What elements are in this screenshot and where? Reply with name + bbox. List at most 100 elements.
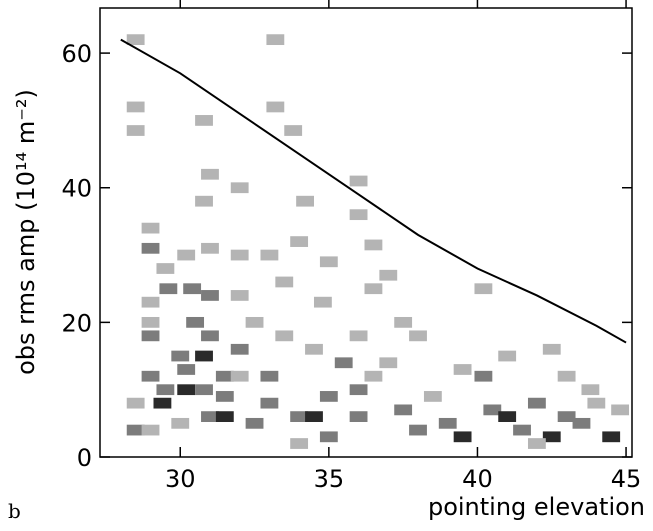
heat-cell (186, 316, 205, 328)
heat-cell (195, 115, 213, 126)
x-tick-label: 30 (165, 465, 196, 493)
heat-cell (498, 350, 517, 362)
heat-cell (245, 316, 264, 328)
heat-cell (153, 397, 172, 409)
heat-cell (290, 236, 309, 247)
heat-cell (572, 417, 591, 429)
heat-cell (230, 290, 249, 301)
heat-cell (474, 283, 493, 295)
heat-cell (230, 182, 249, 194)
heat-cell (141, 242, 160, 254)
heat-cell (260, 370, 279, 382)
heat-cell (141, 222, 160, 234)
heat-cell (483, 404, 502, 416)
heat-cell (379, 269, 398, 281)
heat-cell (379, 357, 398, 369)
heat-cell (423, 391, 442, 402)
heat-cell (141, 370, 160, 382)
heat-cell (275, 330, 294, 342)
heat-cell (290, 411, 309, 422)
heat-cell (611, 404, 630, 416)
heat-cell (474, 370, 493, 382)
heat-cell (284, 125, 303, 136)
heat-cell (313, 296, 332, 308)
x-tick-label: 35 (314, 465, 345, 493)
heat-cell (201, 411, 219, 422)
x-tick-label: 45 (611, 465, 642, 493)
heat-cell (453, 431, 472, 443)
heat-cell (364, 283, 383, 295)
heat-cell (557, 370, 576, 382)
heat-cell (409, 424, 427, 436)
heat-cell (195, 350, 213, 362)
heat-cell (260, 249, 279, 261)
heat-cell (266, 34, 285, 46)
y-tick-label: 40 (61, 175, 92, 203)
heat-cell (177, 364, 196, 375)
heat-cell (349, 384, 368, 396)
heat-cell (126, 424, 145, 436)
heat-cell (364, 370, 383, 382)
heat-cell (141, 316, 160, 328)
heat-cell (156, 384, 175, 396)
y-tick-label: 60 (61, 40, 92, 68)
heat-cell (453, 364, 472, 375)
x-tick-label: 40 (462, 465, 493, 493)
heat-cell (266, 101, 285, 113)
heat-cell (171, 350, 190, 362)
y-axis-label: obs rms amp (10¹⁴ m⁻²) (12, 89, 40, 375)
heat-cell (141, 296, 160, 308)
heat-cell (542, 343, 561, 355)
heat-cell (183, 283, 202, 295)
y-tick-label: 0 (77, 444, 92, 472)
heat-cell (349, 330, 368, 342)
heat-cell (126, 125, 145, 136)
heat-cell (156, 263, 175, 274)
heat-cell (275, 276, 294, 288)
heat-cell (438, 417, 457, 429)
heat-cell (319, 256, 338, 268)
panel-label: b (8, 499, 21, 523)
heat-cell (334, 357, 353, 369)
heat-cell (527, 438, 546, 449)
y-tick-label: 20 (61, 309, 92, 337)
heat-cell (230, 370, 249, 382)
heat-cell (498, 411, 517, 422)
heat-cell (215, 391, 234, 402)
heat-cell (126, 397, 145, 409)
heat-cell (171, 417, 190, 429)
heat-cell (305, 411, 323, 422)
heat-cell (177, 249, 196, 261)
heat-cell (177, 384, 196, 396)
heat-cell (195, 195, 213, 207)
heat-cell (290, 438, 309, 449)
heat-cell (201, 290, 219, 301)
heat-cell (296, 195, 314, 207)
heat-cell (513, 424, 531, 436)
heat-cell (215, 411, 234, 422)
heat-cell (349, 175, 368, 187)
heat-cell (141, 330, 160, 342)
heat-cell (542, 431, 561, 443)
heat-cell (195, 384, 213, 396)
heat-cell (409, 330, 427, 342)
heat-cell (364, 239, 383, 251)
heat-cell (245, 417, 264, 429)
heat-cell (349, 209, 368, 221)
heat-cell (159, 283, 178, 295)
heat-cell (201, 242, 219, 254)
heat-cell (602, 431, 621, 443)
heat-cell (319, 431, 338, 443)
heat-cell (349, 411, 368, 422)
plot-frame (99, 7, 633, 458)
heat-cell (230, 343, 249, 355)
heat-cell (201, 168, 219, 180)
heat-cell (126, 34, 145, 46)
heat-cell (557, 411, 576, 422)
heat-cell (305, 343, 323, 355)
heat-cell (581, 384, 600, 396)
x-axis-label: pointing elevation (428, 493, 645, 521)
heat-cell (230, 249, 249, 261)
heat-cell (587, 397, 606, 409)
